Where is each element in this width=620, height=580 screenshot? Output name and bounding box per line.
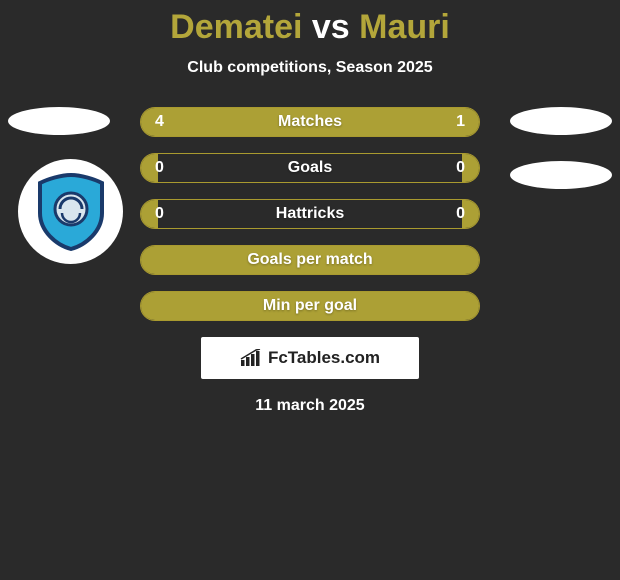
title-player-left: Dematei [170,8,302,46]
right-ellipse-2 [510,161,612,189]
stat-bar-0: 4 1 Matches [140,107,480,137]
bar-label: Matches [278,113,342,131]
branding[interactable]: FcTables.com [201,337,419,379]
bar-fill-left [141,108,411,136]
date-label: 11 march 2025 [0,397,620,415]
bar-value-left: 0 [155,159,164,177]
bar-label: Goals per match [247,251,372,269]
right-ellipse-1 [510,107,612,135]
bar-value-left: 0 [155,205,164,223]
left-ellipse-1 [8,107,110,135]
title-vs: vs [302,8,359,46]
comparison-content: 4 1 Matches 0 0 Goals 0 0 Hattricks Goals per mat… [0,107,620,415]
club-logo [18,159,123,264]
bar-fill-right [411,108,479,136]
branding-text: FcTables.com [268,348,380,368]
bar-label: Min per goal [263,297,357,315]
shield-icon [36,173,106,251]
bar-value-right: 0 [456,159,465,177]
title-player-right: Mauri [359,8,450,46]
stat-bar-1: 0 0 Goals [140,153,480,183]
bar-value-right: 0 [456,205,465,223]
stat-bar-2: 0 0 Hattricks [140,199,480,229]
bar-value-right: 1 [456,113,465,131]
stat-bar-4: Min per goal [140,291,480,321]
stat-bar-3: Goals per match [140,245,480,275]
bar-label: Goals [288,159,332,177]
bar-label: Hattricks [276,205,344,223]
chart-icon [240,349,262,367]
stat-bars: 4 1 Matches 0 0 Goals 0 0 Hattricks Goals per mat… [140,107,480,321]
subtitle: Club competitions, Season 2025 [0,59,620,77]
page-title: Dematei vs Mauri [0,0,620,47]
bar-value-left: 4 [155,113,164,131]
